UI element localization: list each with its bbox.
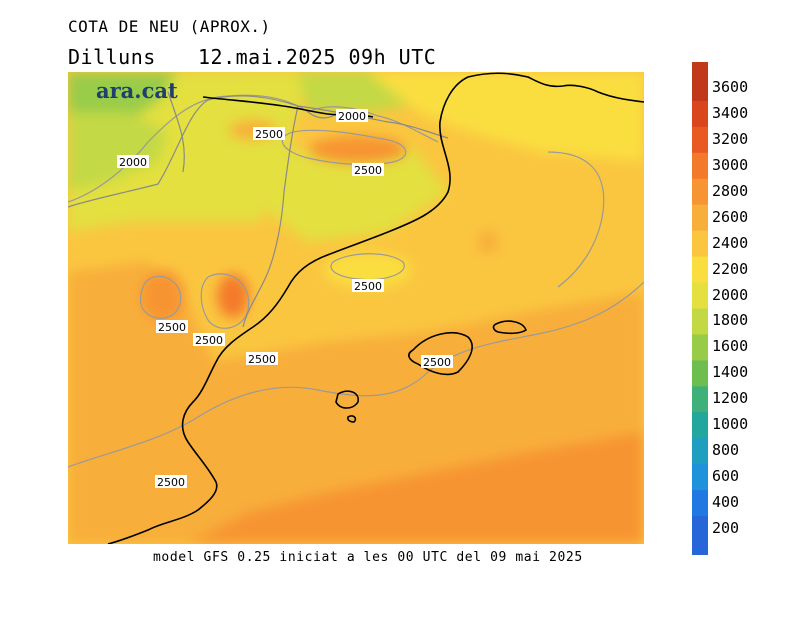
legend-level-label: 3400: [712, 103, 749, 122]
legend-swatch: [692, 282, 708, 309]
field-dark-orange-south: [188, 432, 644, 544]
border-france-spain: [68, 95, 449, 208]
contour-2500-interior: [330, 253, 405, 281]
legend-level-label: 1800: [712, 311, 749, 330]
field-yellow-north-center: [268, 142, 448, 242]
map-subtitle: Dilluns 12.mai.2025 09h UTC: [68, 45, 436, 69]
legend-swatch: [692, 360, 708, 387]
map-title: COTA DE NEU (APROX.): [68, 17, 271, 36]
legend-level-label: 2800: [712, 181, 749, 200]
legend-level-label: 600: [712, 467, 740, 486]
legend-swatch: [692, 256, 708, 284]
legend-level-label: 1600: [712, 337, 749, 356]
legend-swatch: [692, 438, 708, 465]
border-andorra: [307, 111, 339, 119]
island-formentera: [347, 415, 357, 423]
snow-level-map: 2000 2500 2000 2500 2500 2500 2500 2500: [68, 72, 644, 544]
island-mallorca: [408, 332, 473, 376]
contour-label-text: 2500: [354, 164, 382, 177]
legend-swatch: [692, 386, 708, 413]
contour-2500-west-2: [200, 273, 250, 329]
legend-swatch: [692, 126, 708, 154]
legend-swatch: [692, 100, 708, 128]
contour-label-2500-g: 2500: [421, 355, 453, 369]
legend-level-label: 1000: [712, 415, 749, 434]
day-label: Dilluns: [68, 45, 156, 69]
contour-2500-west: [139, 275, 182, 319]
legend-level-label: 2600: [712, 207, 749, 226]
contour-label-text: 2500: [354, 280, 382, 293]
legend-swatch: [692, 62, 708, 102]
legend-level-label: 3600: [712, 77, 749, 96]
field-spot-sea: [478, 230, 498, 254]
contour-label-text: 2500: [248, 353, 276, 366]
legend-swatch: [692, 308, 708, 335]
contour-label-text: 2000: [338, 110, 366, 123]
legend-swatch: [692, 542, 708, 555]
legend-level-label: 2000: [712, 285, 749, 304]
legend-level-label: 3200: [712, 129, 749, 148]
contour-label-text: 2500: [157, 476, 185, 489]
island-ibiza: [335, 390, 359, 409]
legend-swatch: [692, 464, 708, 491]
contour-label-2500-e: 2500: [193, 333, 225, 347]
contour-label-text: 2500: [255, 128, 283, 141]
field-light-green-nw: [68, 112, 168, 192]
border-aragon-catalonia: [242, 105, 299, 328]
contour-label-2000-a: 2000: [336, 109, 368, 123]
legend-colorbar: [692, 62, 708, 555]
contour-label-text: 2500: [423, 356, 451, 369]
border-regions-west: [167, 91, 185, 173]
datetime-label: 12.mai.2025 09h UTC: [198, 45, 437, 69]
contour-2500-pyrenees: [281, 129, 407, 166]
model-footnote: model GFS 0.25 iniciat a les 00 UTC del …: [153, 550, 583, 565]
contour-label-2500-c: 2500: [352, 279, 384, 293]
legend-swatch: [692, 230, 708, 258]
contour-label-2500-h: 2500: [155, 475, 187, 489]
contour-label-2500-f: 2500: [246, 352, 278, 366]
ara-cat-logo: ara.cat: [96, 78, 178, 103]
legend-swatch: [692, 178, 708, 206]
legend-level-label: 1200: [712, 389, 749, 408]
legend-swatch: [692, 204, 708, 232]
contour-label-2000-b: 2000: [117, 155, 149, 169]
contour-label-text: 2500: [158, 321, 186, 334]
legend-level-label: 2400: [712, 233, 749, 252]
field-yellow-france: [368, 72, 644, 162]
legend-swatch: [692, 412, 708, 439]
legend-swatch: [692, 152, 708, 180]
contour-label-2500-d: 2500: [156, 320, 188, 334]
contour-label-text: 2500: [195, 334, 223, 347]
field-spot-pyrenees: [308, 136, 408, 164]
legend-level-label: 3000: [712, 155, 749, 174]
island-menorca: [492, 320, 527, 335]
contour-label-text: 2000: [119, 156, 147, 169]
contour-2500-east: [547, 151, 605, 288]
coastline-mainland: [107, 72, 644, 544]
contour-label-2500-a: 2500: [253, 127, 285, 141]
legend-level-label: 400: [712, 493, 740, 512]
contour-label-2500-b: 2500: [352, 163, 384, 177]
legend-swatch: [692, 490, 708, 517]
field-spot-west-2: [217, 274, 249, 318]
legend-swatch: [692, 516, 708, 543]
field-spot-interior: [324, 252, 412, 288]
legend-swatch: [692, 334, 708, 361]
legend-level-label: 200: [712, 519, 740, 538]
legend-level-label: 1400: [712, 363, 749, 382]
legend-level-label: 2200: [712, 259, 749, 278]
legend-level-label: 800: [712, 441, 740, 460]
